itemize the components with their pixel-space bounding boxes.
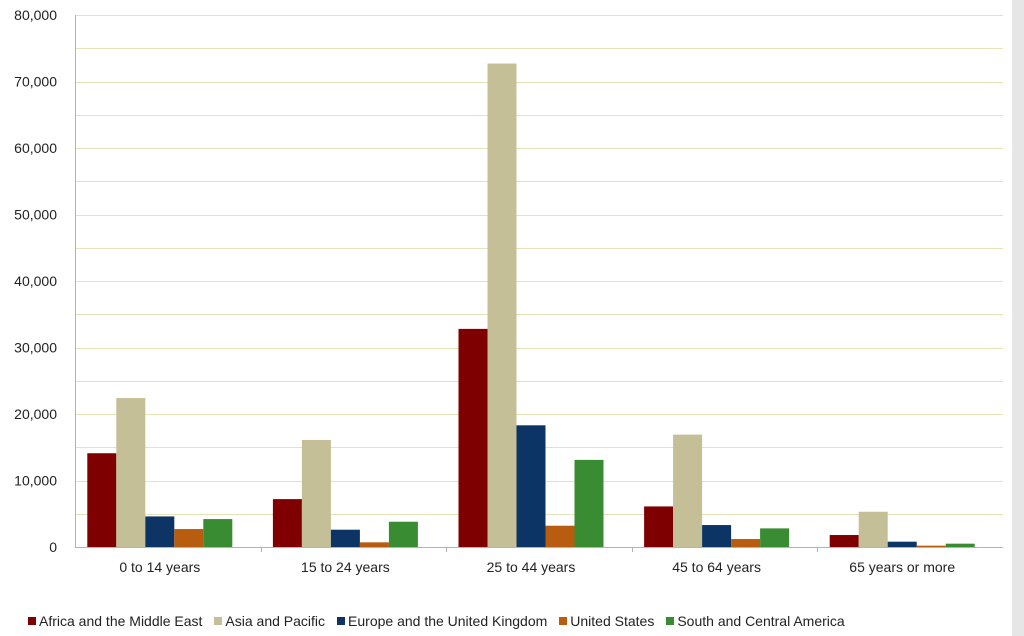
legend-item: Europe and the United Kingdom — [337, 613, 547, 629]
legend-swatch — [214, 617, 223, 625]
legend-swatch — [666, 617, 675, 625]
bar-africa-and-the-middle-east — [644, 506, 674, 547]
bar-europe-and-the-united-kingdom — [516, 425, 546, 547]
gridlines — [75, 15, 1003, 515]
y-tick-label: 20,000 — [14, 406, 57, 422]
y-tick-label: 80,000 — [14, 7, 57, 23]
bar-united-states — [174, 529, 204, 547]
legend-label: Africa and the Middle East — [39, 613, 203, 629]
legend-label: Europe and the United Kingdom — [348, 613, 548, 629]
bar-united-states — [359, 542, 389, 547]
x-category-label: 0 to 14 years — [119, 559, 200, 575]
legend-swatch — [559, 617, 568, 625]
legend-swatch — [337, 617, 346, 625]
bar-europe-and-the-united-kingdom — [330, 529, 360, 547]
y-tick-label: 70,000 — [14, 74, 57, 90]
bar-united-states — [916, 545, 946, 547]
bar-asia-and-pacific — [301, 439, 331, 547]
legend: Africa and the Middle East Asia and Pacif… — [28, 610, 857, 632]
bar-south-and-central-america — [388, 521, 418, 547]
bar-united-states — [545, 525, 575, 547]
bar-africa-and-the-middle-east — [458, 328, 488, 547]
bar-europe-and-the-united-kingdom — [887, 541, 917, 547]
window-edge — [1012, 0, 1024, 636]
bar-asia-and-pacific — [673, 434, 703, 547]
bar-asia-and-pacific — [487, 63, 517, 548]
y-tick-label: 60,000 — [14, 140, 57, 156]
x-category-label: 65 years or more — [849, 559, 955, 575]
bar-united-states — [731, 539, 761, 547]
bar-asia-and-pacific — [858, 511, 888, 547]
x-category-label: 25 to 44 years — [487, 559, 576, 575]
legend-label: United States — [570, 613, 655, 629]
bar-asia-and-pacific — [116, 398, 146, 547]
x-category-label: 15 to 24 years — [301, 559, 390, 575]
bar-africa-and-the-middle-east — [272, 499, 302, 547]
bar-europe-and-the-united-kingdom — [145, 516, 175, 547]
y-tick-label: 30,000 — [14, 340, 57, 356]
y-tick-label: 10,000 — [14, 473, 57, 489]
y-tick-label: 50,000 — [14, 207, 57, 223]
bars — [87, 63, 975, 548]
y-tick-label: 40,000 — [14, 273, 57, 289]
legend-swatch — [28, 617, 36, 625]
bar-africa-and-the-middle-east — [829, 535, 859, 547]
bar-south-and-central-america — [203, 519, 233, 547]
legend-item: Africa and the Middle East — [28, 613, 202, 629]
bar-south-and-central-america — [945, 543, 975, 547]
y-axis-ticks: 0 10,000 20,000 30,000 40,000 50,000 60,000 70,… — [14, 7, 57, 555]
bar-africa-and-the-middle-east — [87, 453, 117, 547]
legend-item: United States — [559, 613, 654, 629]
y-tick-label: 0 — [49, 539, 57, 555]
legend-item: Asia and Pacific — [214, 613, 325, 629]
x-category-label: 45 to 64 years — [672, 559, 761, 575]
bar-south-and-central-america — [574, 459, 604, 547]
bar-europe-and-the-united-kingdom — [702, 525, 732, 547]
axes — [75, 15, 1003, 552]
legend-label: Asia and Pacific — [225, 613, 326, 629]
bar-chart: 0 10,000 20,000 30,000 40,000 50,000 60,000 70,… — [14, 7, 1003, 575]
legend-item: South and Central America — [666, 613, 845, 629]
legend-label: South and Central America — [677, 613, 845, 629]
bar-south-and-central-america — [760, 528, 790, 547]
x-axis-categories: 0 to 14 years 15 to 24 years 25 to 44 year… — [119, 559, 955, 575]
